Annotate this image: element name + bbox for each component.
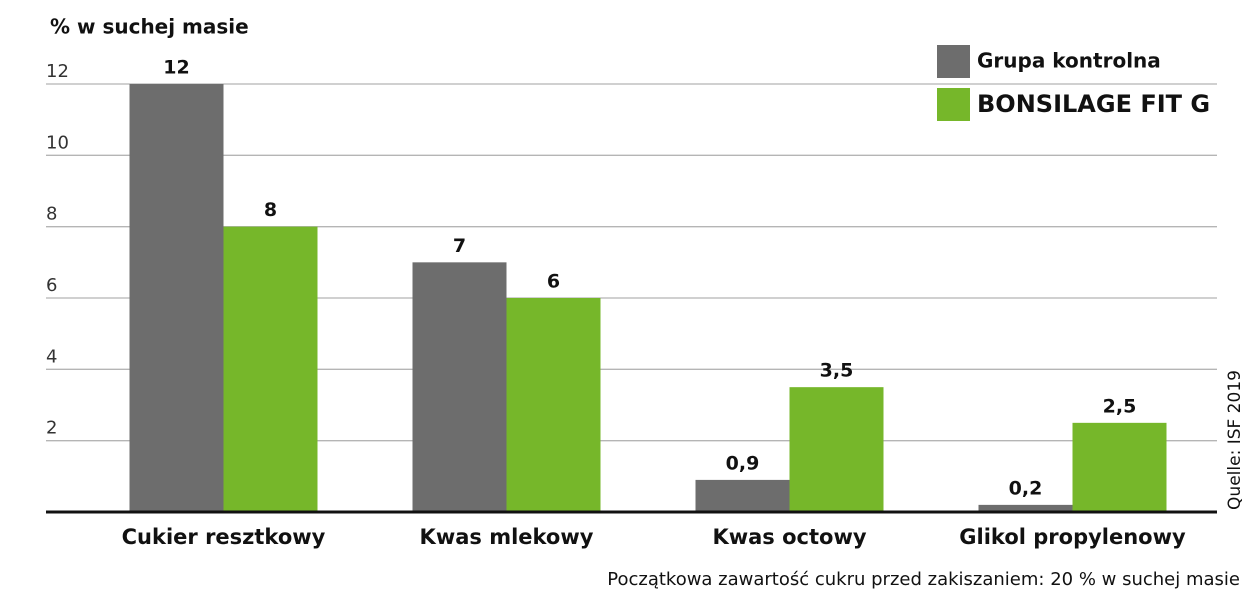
bar xyxy=(129,84,224,512)
bar xyxy=(506,298,601,512)
value-label: 0,2 xyxy=(1009,477,1043,499)
y-tick-label: 10 xyxy=(46,132,69,153)
bar xyxy=(412,262,507,512)
value-label: 12 xyxy=(163,57,189,79)
y-tick-label: 2 xyxy=(46,418,57,439)
x-tick-label: Glikol propylenowy xyxy=(959,525,1186,549)
value-label: 2,5 xyxy=(1103,395,1137,417)
x-tick-label: Kwas octowy xyxy=(712,525,866,549)
legend-label: Grupa kontrolna xyxy=(977,49,1161,73)
y-tick-label: 6 xyxy=(46,275,57,296)
bar xyxy=(223,226,318,512)
footnote: Początkowa zawartość cukru przed zakisza… xyxy=(607,569,1240,590)
legend-label: BONSILAGE FIT G xyxy=(977,90,1210,118)
value-label: 6 xyxy=(547,271,560,293)
x-tick-label: Kwas mlekowy xyxy=(420,525,594,549)
bar xyxy=(695,479,790,512)
value-label: 3,5 xyxy=(820,360,854,382)
x-tick-label: Cukier resztkowy xyxy=(122,525,326,549)
y-tick-label: 4 xyxy=(46,346,57,367)
source: Quelle: ISF 2019 xyxy=(1225,370,1245,510)
y-axis-label: % w suchej masie xyxy=(50,15,249,39)
bar xyxy=(978,504,1073,512)
bar xyxy=(789,387,884,512)
value-label: 0,9 xyxy=(726,452,760,474)
y-tick-label: 8 xyxy=(46,204,57,225)
value-label: 8 xyxy=(264,199,277,221)
bar xyxy=(1072,422,1167,512)
value-label: 7 xyxy=(453,235,466,257)
legend-swatch xyxy=(937,88,970,121)
legend-swatch xyxy=(937,45,970,78)
y-tick-label: 12 xyxy=(46,61,69,82)
